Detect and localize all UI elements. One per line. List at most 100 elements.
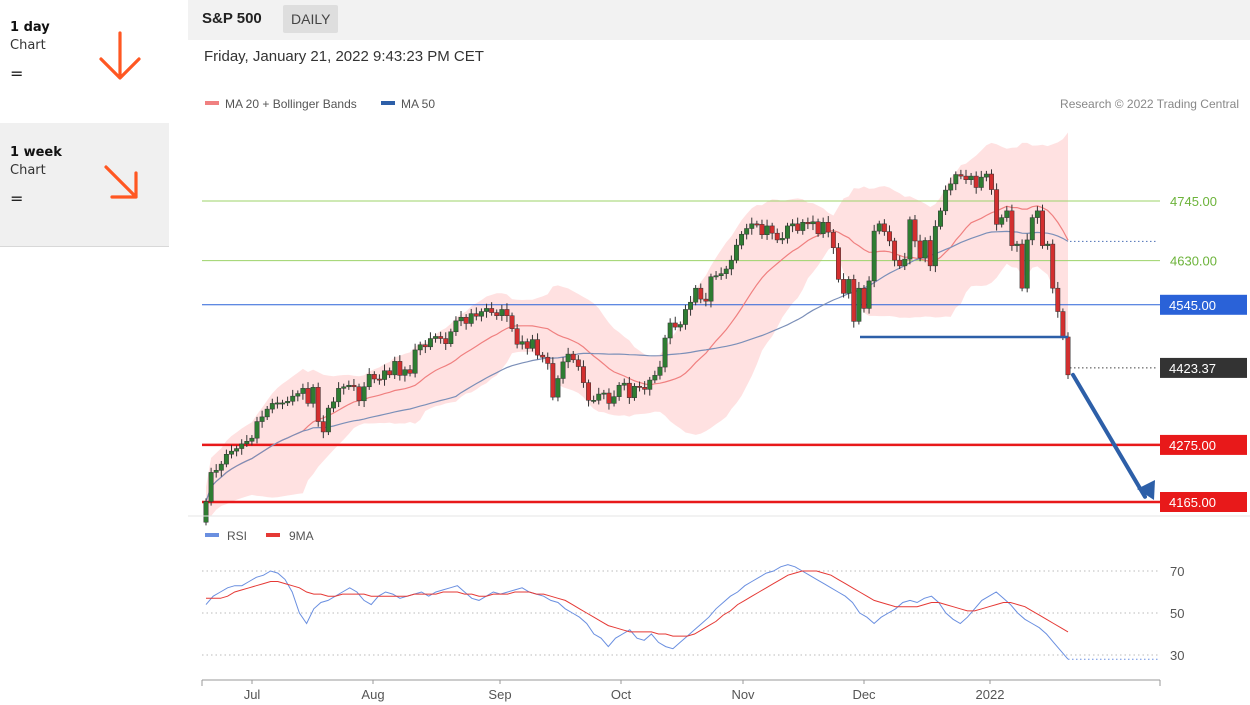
legend-swatch-ma50 xyxy=(381,101,395,105)
candle-body xyxy=(229,450,234,455)
sidebar-card-1-week[interactable]: 1 week Chart = xyxy=(0,123,169,247)
candle-body xyxy=(963,175,969,180)
candle-body xyxy=(820,222,826,234)
candle-body xyxy=(938,210,943,227)
candle-body xyxy=(1034,210,1040,218)
candle-body xyxy=(591,400,597,402)
candle-body xyxy=(280,402,285,405)
candle-body xyxy=(295,393,301,397)
candle-body xyxy=(943,189,949,212)
candle-body xyxy=(662,337,668,368)
candle-body xyxy=(657,366,663,376)
bollinger-band-area xyxy=(206,132,1068,516)
sidebar-card-1-day[interactable]: 1 day Chart = xyxy=(0,0,169,123)
candle-body xyxy=(1050,243,1056,289)
x-tick-label: Oct xyxy=(611,687,632,702)
candle-body xyxy=(683,309,688,325)
candle-body xyxy=(983,173,989,178)
candle-body xyxy=(912,219,918,242)
candle-body xyxy=(1045,243,1051,246)
candle-body xyxy=(703,298,709,302)
candle-body xyxy=(734,244,739,261)
candle-body xyxy=(285,401,291,404)
candle-body xyxy=(223,454,229,465)
candle-body xyxy=(438,336,444,339)
interval-selector[interactable]: DAILY xyxy=(283,5,339,33)
candle-body xyxy=(631,386,637,398)
last-price-label-box xyxy=(1160,357,1247,378)
candle-body xyxy=(739,233,745,246)
card-trend: = xyxy=(10,189,24,208)
candle-body xyxy=(769,225,775,234)
projection-arrow-shaft xyxy=(1071,372,1147,499)
candle-body xyxy=(341,386,347,389)
level-label-box xyxy=(1160,294,1247,315)
candle-body xyxy=(795,223,801,231)
candle-body xyxy=(881,223,887,232)
candle-body xyxy=(244,441,250,445)
candle-body xyxy=(1029,217,1035,241)
candle-body xyxy=(570,353,576,361)
card-subtitle: Chart xyxy=(10,163,46,178)
candle-body xyxy=(555,378,561,398)
candle-body xyxy=(611,396,617,404)
candle-body xyxy=(790,223,796,227)
candle-body xyxy=(856,287,862,322)
candle-body xyxy=(325,407,331,433)
candle-body xyxy=(371,374,377,380)
candle-body xyxy=(708,276,714,302)
candle-body xyxy=(871,230,877,282)
candle-body xyxy=(1060,311,1066,338)
candle-body xyxy=(540,354,546,358)
candle-body xyxy=(978,176,984,188)
candle-body xyxy=(851,279,857,322)
candle-body xyxy=(269,403,275,410)
level-label: 4275.00 xyxy=(1169,438,1216,453)
candle-body xyxy=(825,222,831,233)
candle-body xyxy=(698,287,704,300)
candle-body xyxy=(1040,210,1045,246)
candle-body xyxy=(830,231,836,248)
x-axis: Jul Aug Sep Oct Nov Dec 2022 xyxy=(201,679,1161,702)
candle-body xyxy=(468,313,474,324)
candle-body xyxy=(749,223,755,229)
candle-body xyxy=(524,341,530,349)
level-label-box xyxy=(1160,434,1247,455)
candle-body xyxy=(652,375,658,381)
candle-body xyxy=(1004,210,1010,218)
candle-body xyxy=(586,382,591,401)
candle-body xyxy=(529,339,535,349)
candle-body xyxy=(254,421,260,439)
candlesticks xyxy=(203,169,1071,526)
level-label: 4745.00 xyxy=(1170,194,1217,209)
candle-body xyxy=(994,189,1000,225)
candle-body xyxy=(728,259,734,270)
candle-body xyxy=(1055,287,1061,312)
candle-body xyxy=(836,247,841,280)
candle-body xyxy=(213,470,219,473)
candle-body xyxy=(473,313,479,317)
candle-body xyxy=(718,273,724,276)
candle-body xyxy=(382,370,387,380)
candle-body xyxy=(519,341,525,345)
candle-body xyxy=(489,308,495,313)
candle-body xyxy=(892,240,898,261)
candle-body xyxy=(387,370,393,376)
candle-body xyxy=(642,387,648,390)
candle-body xyxy=(902,258,908,267)
candle-body xyxy=(310,387,316,404)
candle-body xyxy=(259,416,265,422)
x-tick-label: Jul xyxy=(244,687,261,702)
candle-body xyxy=(448,331,454,344)
x-tick-label: Nov xyxy=(731,687,755,702)
candle-body xyxy=(315,387,321,422)
candle-body xyxy=(376,378,382,381)
instrument-title: S&P 500 xyxy=(202,10,262,27)
candle-body xyxy=(427,338,433,348)
legend-rsi-ma-label: 9MA xyxy=(289,529,314,543)
candle-body xyxy=(580,366,586,383)
candle-body xyxy=(713,275,719,278)
candle-body xyxy=(397,361,403,376)
candle-body xyxy=(810,221,816,225)
candle-body xyxy=(407,369,413,374)
